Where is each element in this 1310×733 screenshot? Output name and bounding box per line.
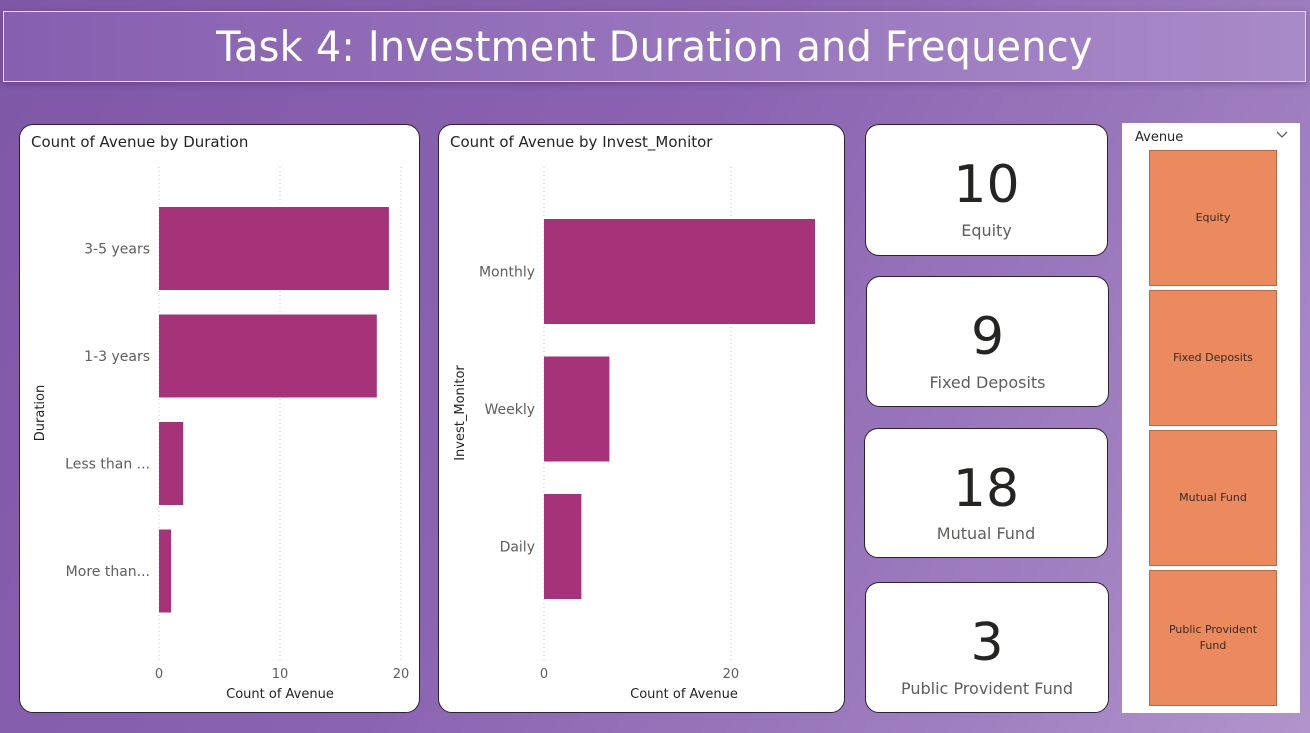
invest-monitor-chart-title: Count of Avenue by Invest_Monitor bbox=[450, 133, 713, 151]
duration-chart-card[interactable]: 3-5 years 1-3 years Less than ... More than… bbox=[19, 124, 420, 713]
bar-0-1[interactable] bbox=[159, 314, 377, 398]
slicer-tile-public-provident-fund[interactable]: Public Provident Fund bbox=[1149, 570, 1277, 706]
invest-monitor-x-axis-label: Count of Avenue bbox=[630, 687, 738, 702]
slicer-tile-mutual-fund[interactable]: Mutual Fund bbox=[1149, 430, 1277, 566]
page-banner: Task 4: Investment Duration and Frequenc… bbox=[3, 11, 1306, 82]
x-tick-label: 0 bbox=[155, 667, 163, 682]
kpi-value-mutual-fund: 18 bbox=[952, 459, 1020, 519]
kpi-card-public-provident-fund[interactable]: 3 Public Provident Fund bbox=[865, 582, 1109, 713]
x-tick-label: 10 bbox=[272, 667, 289, 682]
bar-1-2[interactable] bbox=[544, 494, 582, 599]
bar-0-0[interactable] bbox=[159, 207, 389, 290]
bar-0-2[interactable] bbox=[159, 422, 184, 505]
duration-chart-title: Count of Avenue by Duration bbox=[31, 133, 249, 151]
slicer-tile-label: Equity bbox=[1195, 211, 1231, 224]
duration-bar-chart[interactable]: 3-5 years 1-3 years Less than ... More than… bbox=[20, 125, 421, 714]
category-label: Less than ... bbox=[65, 457, 150, 473]
slicer-tile-equity[interactable]: Equity bbox=[1149, 150, 1277, 286]
duration-x-axis-label: Count of Avenue bbox=[226, 687, 334, 702]
invest-monitor-chart-card[interactable]: Monthly Weekly Daily 0 20 Count of Avenue I… bbox=[438, 124, 845, 713]
slicer-tile-fixed-deposits[interactable]: Fixed Deposits bbox=[1149, 290, 1277, 426]
category-label: Monthly bbox=[479, 265, 535, 281]
category-label: Daily bbox=[500, 540, 535, 556]
x-tick-label: 20 bbox=[723, 667, 740, 682]
bar-1-0[interactable] bbox=[544, 219, 815, 324]
kpi-label-fixed-deposits: Fixed Deposits bbox=[929, 373, 1046, 392]
avenue-slicer[interactable]: Avenue Equity Fixed Deposits Mutual Fund… bbox=[1122, 123, 1300, 713]
slicer-tile-label: Public Provident Fund bbox=[1168, 623, 1258, 652]
category-label: 1-3 years bbox=[84, 349, 150, 365]
x-tick-label: 20 bbox=[393, 667, 410, 682]
kpi-card-equity[interactable]: 10 Equity bbox=[865, 124, 1108, 256]
chevron-down-icon[interactable] bbox=[1275, 129, 1289, 141]
category-label: More than... bbox=[66, 564, 150, 580]
invest-monitor-bar-chart[interactable]: Monthly Weekly Daily 0 20 Count of Avenue I… bbox=[439, 125, 846, 714]
duration-y-axis-label: Duration bbox=[33, 385, 48, 441]
category-label: Weekly bbox=[484, 402, 535, 418]
x-tick-label: 0 bbox=[540, 667, 548, 682]
bar-0-3[interactable] bbox=[159, 529, 172, 613]
slicer-tile-label: Mutual Fund bbox=[1179, 491, 1247, 504]
bar-1-1[interactable] bbox=[544, 356, 610, 462]
kpi-label-public-provident-fund: Public Provident Fund bbox=[901, 679, 1073, 698]
invest-monitor-y-axis-label: Invest_Monitor bbox=[453, 365, 468, 461]
kpi-card-fixed-deposits[interactable]: 9 Fixed Deposits bbox=[866, 276, 1109, 407]
kpi-label-mutual-fund: Mutual Fund bbox=[936, 524, 1036, 543]
kpi-card-mutual-fund[interactable]: 18 Mutual Fund bbox=[864, 428, 1108, 558]
category-label: 3-5 years bbox=[84, 242, 150, 258]
kpi-value-public-provident-fund: 3 bbox=[970, 613, 1004, 673]
page-title: Task 4: Investment Duration and Frequenc… bbox=[216, 22, 1093, 71]
kpi-value-fixed-deposits: 9 bbox=[970, 307, 1005, 367]
slicer-tile-label: Fixed Deposits bbox=[1173, 351, 1253, 364]
kpi-label-equity: Equity bbox=[961, 221, 1012, 240]
avenue-slicer-header: Avenue bbox=[1135, 130, 1184, 145]
kpi-value-equity: 10 bbox=[953, 155, 1020, 215]
